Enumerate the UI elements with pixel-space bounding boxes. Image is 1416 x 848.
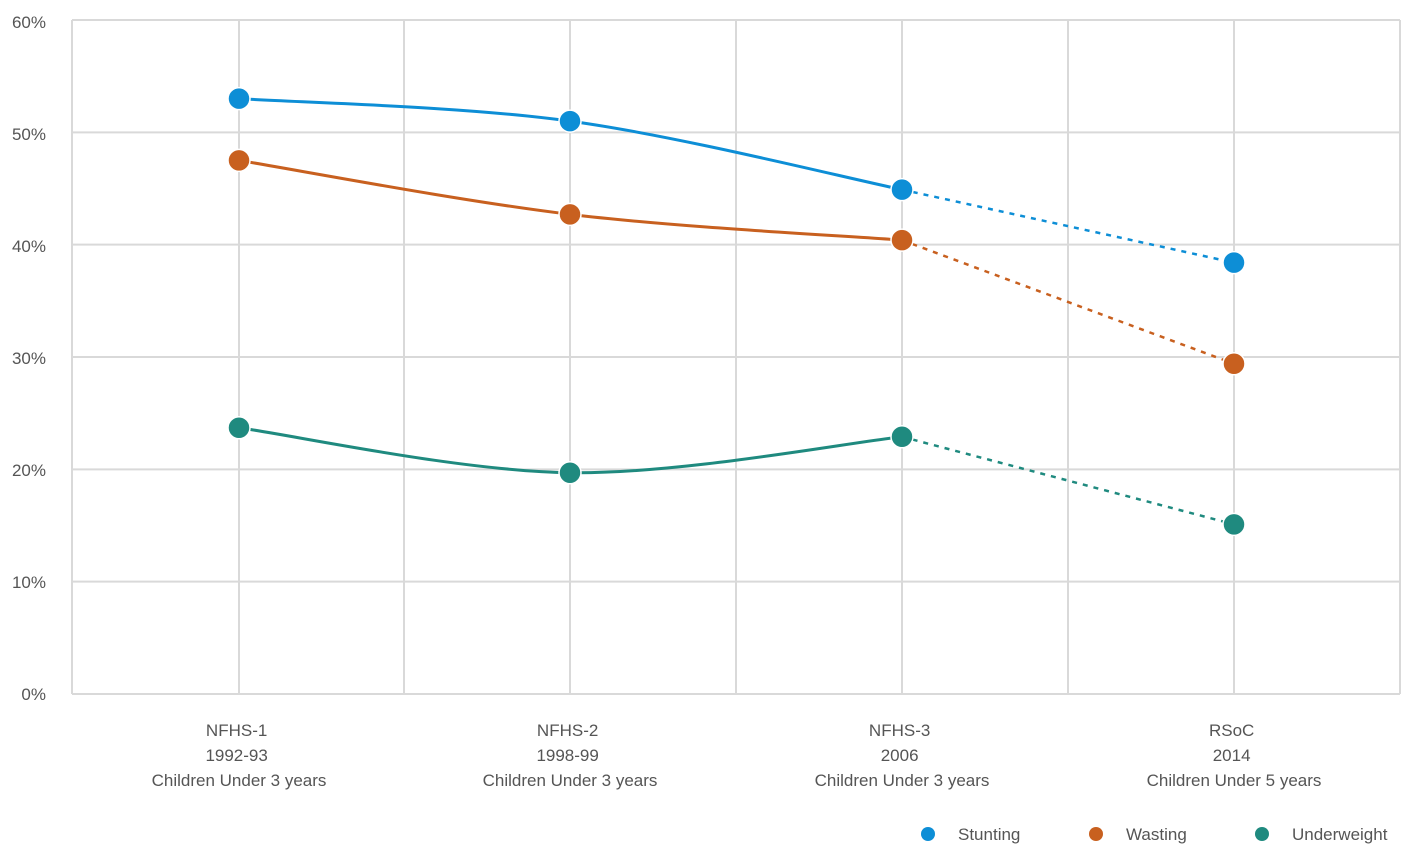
legend-label-stunting: Stunting (958, 825, 1020, 844)
legend-label-underweight: Underweight (1292, 825, 1388, 844)
data-point-underweight (227, 416, 251, 440)
x-category-line: 1992-93 (205, 746, 267, 765)
legend-marker-wasting (1089, 827, 1103, 841)
data-point-stunting (890, 177, 914, 202)
y-tick-label: 40% (12, 237, 46, 256)
y-tick-label: 50% (12, 125, 46, 144)
x-category-line: RSoC (1209, 721, 1254, 740)
x-category-line: 2006 (881, 746, 919, 765)
x-category-line: Children Under 5 years (1147, 771, 1322, 790)
data-point-underweight (890, 425, 914, 449)
data-point-stunting (558, 109, 582, 133)
x-category-line: Children Under 3 years (483, 771, 658, 790)
x-category-line: NFHS-3 (869, 721, 930, 740)
y-tick-label: 0% (21, 685, 46, 704)
data-point-wasting (1222, 351, 1246, 376)
data-point-underweight (558, 460, 582, 485)
series-dashed-line-underweight (901, 435, 1235, 526)
y-tick-label: 30% (12, 349, 46, 368)
y-tick-label: 20% (12, 461, 46, 480)
x-category-line: Children Under 3 years (152, 771, 327, 790)
x-category-label: NFHS-2 1998-99 Children Under 3 years (483, 721, 658, 790)
series-dashed-line-stunting (901, 188, 1235, 264)
x-axis-labels: NFHS-1 1992-93 Children Under 3 years NF… (152, 721, 1322, 790)
y-tick-label: 60% (12, 13, 46, 32)
series-layer (227, 86, 1246, 537)
data-point-wasting (227, 148, 251, 173)
x-category-line: NFHS-2 (537, 721, 598, 740)
legend: Stunting Wasting Underweight (921, 825, 1388, 844)
x-category-label: NFHS-1 1992-93 Children Under 3 years (152, 721, 327, 790)
legend-label-wasting: Wasting (1126, 825, 1187, 844)
legend-marker-underweight (1255, 827, 1269, 841)
data-point-stunting (1222, 250, 1246, 275)
x-category-label: RSoC 2014 Children Under 5 years (1147, 721, 1322, 790)
data-point-wasting (558, 202, 582, 227)
y-tick-label: 10% (12, 573, 46, 592)
x-category-label: NFHS-3 2006 Children Under 3 years (815, 721, 990, 790)
x-category-line: Children Under 3 years (815, 771, 990, 790)
x-category-line: 1998-99 (536, 746, 598, 765)
grid (71, 19, 1401, 695)
data-point-wasting (890, 228, 914, 252)
x-category-line: NFHS-1 (206, 721, 267, 740)
y-axis-ticks: 0% 10% 20% 30% 40% 50% 60% (12, 13, 46, 704)
x-category-line: 2014 (1213, 746, 1251, 765)
data-point-underweight (1222, 512, 1246, 537)
legend-marker-stunting (921, 827, 935, 841)
series-dashed-line-wasting (901, 239, 1235, 365)
data-point-stunting (227, 86, 251, 111)
